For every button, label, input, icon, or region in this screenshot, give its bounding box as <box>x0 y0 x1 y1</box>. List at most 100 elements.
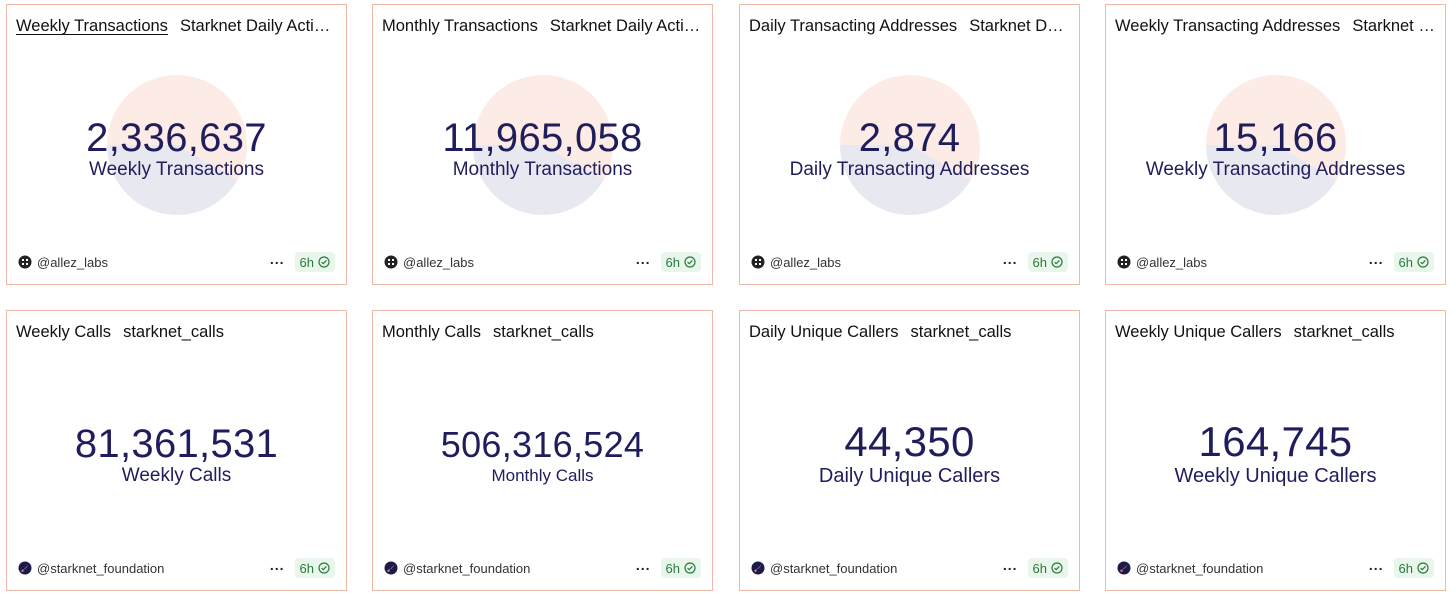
tab-query[interactable]: Starknet Daily Active Users <box>1352 17 1437 35</box>
more-dots-icon[interactable]: ... <box>269 251 285 267</box>
card-footer: @starknet_foundation ... 6h <box>1117 557 1434 579</box>
dashboard-card: Monthly Calls starknet_calls 506,316,524… <box>372 310 713 591</box>
tab-visualization[interactable]: Weekly Unique Callers <box>1115 323 1282 341</box>
freshness-badge: 6h <box>1027 252 1068 272</box>
tab-visualization[interactable]: Monthly Calls <box>382 323 482 341</box>
counter: 2,336,637 Weekly Transactions <box>7 117 346 181</box>
tab-visualization[interactable]: Weekly Calls <box>16 323 112 341</box>
more-dots-icon[interactable]: ... <box>1002 557 1018 573</box>
card-tabs: Weekly Transacting Addresses Starknet Da… <box>1115 14 1437 38</box>
tab-query[interactable]: starknet_calls <box>910 323 1012 341</box>
counter: 81,361,531 Weekly Calls <box>7 423 346 487</box>
counter: 44,350 Daily Unique Callers <box>740 418 1079 488</box>
card-tabs: Daily Unique Callers starknet_calls <box>749 320 1071 344</box>
more-dots-icon[interactable]: ... <box>1368 251 1384 267</box>
card-tabs: Monthly Calls starknet_calls <box>382 320 704 344</box>
tab-query[interactable]: starknet_calls <box>1293 323 1395 341</box>
counter: 164,745 Weekly Unique Callers <box>1106 418 1445 488</box>
counter-value: 44,350 <box>844 418 975 465</box>
counter: 506,316,524 Monthly Calls <box>373 425 712 487</box>
background-pie <box>1205 75 1346 215</box>
card-footer: @starknet_foundation ... 6h <box>18 557 335 579</box>
counter-label: Weekly Unique Callers <box>1174 465 1377 487</box>
grid-logo-icon <box>384 255 398 269</box>
freshness-text: 6h <box>299 560 314 576</box>
counter-value: 164,745 <box>1198 418 1353 465</box>
tab-visualization[interactable]: Daily Unique Callers <box>749 323 899 341</box>
card-footer: @allez_labs ... 6h <box>18 251 335 273</box>
starknet-logo-icon <box>751 561 765 575</box>
freshness-text: 6h <box>665 560 680 576</box>
tab-query[interactable]: Starknet Daily Active Users <box>549 17 704 35</box>
card-tabs: Weekly Calls starknet_calls <box>16 320 338 344</box>
grid-logo-icon <box>18 255 32 269</box>
counter-value: 81,361,531 <box>74 422 279 466</box>
card-tabs: Monthly Transactions Starknet Daily Acti… <box>382 14 704 38</box>
tab-visualization[interactable]: Daily Transacting Addresses <box>749 17 958 35</box>
tab-query[interactable]: starknet_calls <box>493 323 594 341</box>
counter-label: Monthly Calls <box>491 466 594 485</box>
starknet-logo-icon <box>18 561 32 575</box>
card-tabs: Weekly Transactions Starknet Daily Activ… <box>16 14 338 38</box>
background-pie <box>839 75 980 215</box>
check-circle-icon <box>1051 562 1063 574</box>
freshness-text: 6h <box>299 254 314 270</box>
dashboard-card: Weekly Unique Callers starknet_calls 164… <box>1105 310 1446 591</box>
card-tabs: Daily Transacting Addresses Starknet Dai… <box>749 14 1071 38</box>
starknet-logo-icon <box>1117 561 1131 575</box>
author-link[interactable]: @allez_labs <box>403 254 475 270</box>
more-dots-icon[interactable]: ... <box>635 557 651 573</box>
tab-visualization[interactable]: Weekly Transacting Addresses <box>1115 17 1341 35</box>
check-circle-icon <box>1417 562 1429 574</box>
card-footer: @allez_labs ... 6h <box>384 251 701 273</box>
freshness-text: 6h <box>1032 254 1047 270</box>
author-link[interactable]: @starknet_foundation <box>37 560 165 576</box>
freshness-badge: 6h <box>1027 558 1068 578</box>
tab-visualization[interactable]: Weekly Transactions <box>16 17 168 35</box>
dashboard-card: Weekly Transacting Addresses Starknet Da… <box>1105 4 1446 285</box>
check-circle-icon <box>1417 256 1429 268</box>
counter-value: 15,166 <box>1213 116 1338 160</box>
tab-visualization[interactable]: Monthly Transactions <box>382 17 538 35</box>
more-dots-icon[interactable]: ... <box>1368 557 1384 573</box>
more-dots-icon[interactable]: ... <box>635 251 651 267</box>
author-link[interactable]: @allez_labs <box>37 254 109 270</box>
check-circle-icon <box>684 562 696 574</box>
freshness-badge: 6h <box>660 558 701 578</box>
background-pie <box>106 75 247 215</box>
freshness-badge: 6h <box>660 252 701 272</box>
freshness-text: 6h <box>1398 560 1413 576</box>
counter: 15,166 Weekly Transacting Addresses <box>1106 117 1445 181</box>
card-footer: @allez_labs ... 6h <box>1117 251 1434 273</box>
card-footer: @allez_labs ... 6h <box>751 251 1068 273</box>
counter-label: Monthly Transactions <box>452 159 633 180</box>
author-link[interactable]: @starknet_foundation <box>770 560 898 576</box>
counter: 2,874 Daily Transacting Addresses <box>740 117 1079 181</box>
starknet-logo-icon <box>384 561 398 575</box>
freshness-text: 6h <box>665 254 680 270</box>
freshness-text: 6h <box>1032 560 1047 576</box>
counter-value: 11,965,058 <box>442 116 643 160</box>
dashboard-card: Weekly Calls starknet_calls 81,361,531 W… <box>6 310 347 591</box>
freshness-badge: 6h <box>1393 558 1434 578</box>
tab-query[interactable]: starknet_calls <box>123 323 224 341</box>
tab-query[interactable]: Starknet Daily Active Users <box>179 17 338 35</box>
card-footer: @starknet_foundation ... 6h <box>384 557 701 579</box>
grid-logo-icon <box>1117 255 1131 269</box>
counter-label: Weekly Calls <box>121 465 232 486</box>
author-link[interactable]: @starknet_foundation <box>1136 560 1264 576</box>
author-link[interactable]: @allez_labs <box>770 254 842 270</box>
card-footer: @starknet_foundation ... 6h <box>751 557 1068 579</box>
check-circle-icon <box>1051 256 1063 268</box>
check-circle-icon <box>684 256 696 268</box>
more-dots-icon[interactable]: ... <box>1002 251 1018 267</box>
author-link[interactable]: @starknet_foundation <box>403 560 531 576</box>
counter: 11,965,058 Monthly Transactions <box>373 117 712 181</box>
card-tabs: Weekly Unique Callers starknet_calls <box>1115 320 1437 344</box>
more-dots-icon[interactable]: ... <box>269 557 285 573</box>
tab-query[interactable]: Starknet Daily Active Users <box>969 17 1071 35</box>
author-link[interactable]: @allez_labs <box>1136 254 1208 270</box>
background-pie <box>472 75 613 215</box>
freshness-text: 6h <box>1398 254 1413 270</box>
counter-value: 2,874 <box>858 116 961 160</box>
